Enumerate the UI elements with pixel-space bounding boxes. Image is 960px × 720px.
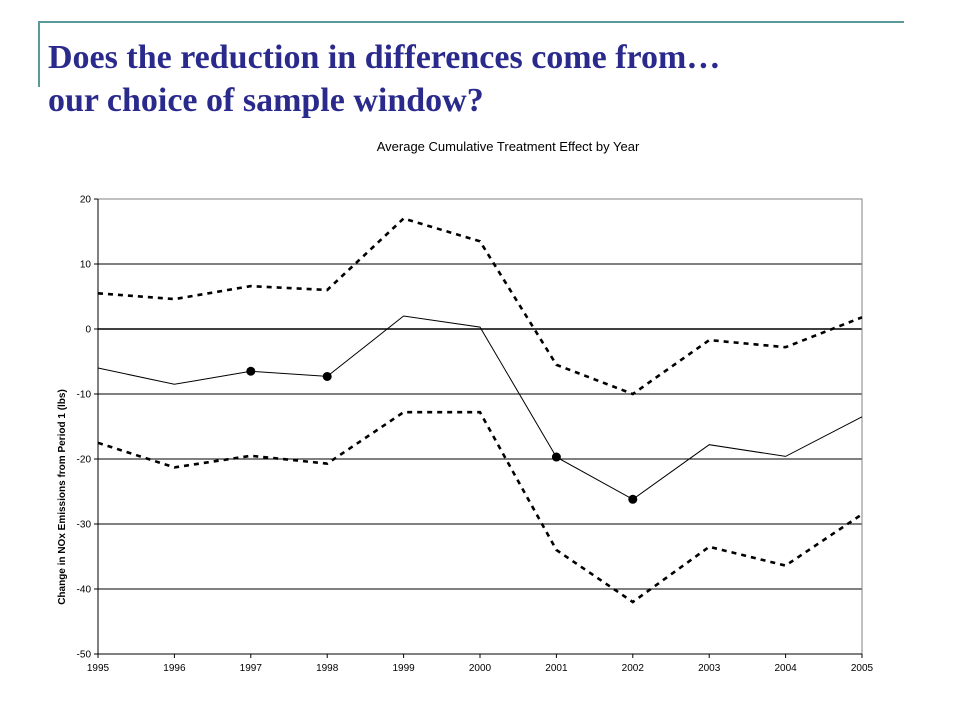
y-tick-label: -20 (77, 455, 92, 466)
x-tick-label: 2000 (469, 663, 492, 674)
y-tick-label: 10 (80, 260, 92, 271)
axes (94, 198, 863, 658)
x-tick-label: 2005 (851, 663, 874, 674)
significant-point-marker (551, 452, 561, 462)
significant-point-marker (322, 371, 332, 381)
x-tick-label: 2002 (622, 663, 645, 674)
x-tick-label: 2001 (545, 663, 568, 674)
x-tick-label: 1998 (316, 663, 339, 674)
y-tick-label: 20 (80, 195, 92, 206)
data-series (97, 217, 863, 604)
y-tick-label: -30 (77, 520, 92, 531)
slide-title: Does the reduction in differences come f… (48, 36, 928, 122)
slide-title-line-1: Does the reduction in differences come f… (48, 39, 721, 76)
significant-point-marker (246, 366, 256, 376)
tick-labels: 20 10 0 -10 -20 -30 -40 -50 1995 1996 1997 1998 1999… (77, 195, 874, 675)
slide-title-line-2: our choice of sample window? (48, 82, 484, 119)
y-tick-label: 0 (85, 325, 91, 336)
chart-title: Average Cumulative Treatment Effect by Y… (377, 139, 640, 154)
y-axis-label: Change in NOx Emissions from Period 1 (l… (57, 389, 68, 605)
accent-line-vertical (38, 21, 40, 87)
x-tick-label: 2004 (774, 663, 797, 674)
y-tick-label: -40 (77, 585, 92, 596)
gridlines (98, 198, 862, 590)
estimate-line (97, 315, 863, 500)
x-tick-label: 1996 (163, 663, 186, 674)
y-tick-label: -10 (77, 390, 92, 401)
significant-point-marker (628, 494, 638, 504)
confidence-bound-line (97, 217, 863, 396)
x-tick-label: 1997 (240, 663, 263, 674)
x-tick-label: 1999 (392, 663, 415, 674)
plot-area-border (97, 198, 863, 655)
x-tick-label: 1995 (87, 663, 110, 674)
y-tick-label: -50 (77, 650, 92, 661)
accent-line-horizontal (40, 21, 904, 23)
confidence-bound-line (97, 410, 863, 604)
x-tick-label: 2003 (698, 663, 721, 674)
